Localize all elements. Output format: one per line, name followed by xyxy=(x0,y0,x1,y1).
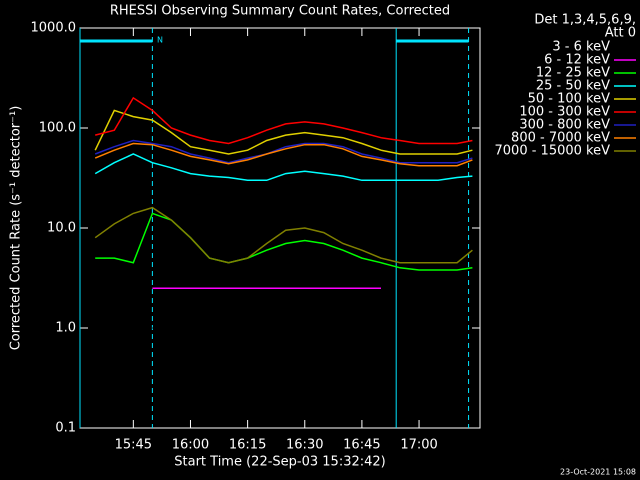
series-line xyxy=(94,153,473,182)
series-line xyxy=(94,139,473,164)
y-tick-label: 0.1 xyxy=(55,421,76,436)
series-line xyxy=(94,206,473,264)
y-tick-label: 1.0 xyxy=(55,321,76,336)
legend-label: 25 - 50 keV xyxy=(536,79,610,94)
series-line xyxy=(95,96,473,145)
x-tick-label: 16:45 xyxy=(343,438,380,453)
x-tick-label: 16:00 xyxy=(172,438,209,453)
legend-label: 12 - 25 keV xyxy=(536,66,610,81)
legend-label: 800 - 7000 keV xyxy=(511,131,610,146)
series-line xyxy=(94,142,473,167)
legend-label: 3 - 6 keV xyxy=(552,40,610,55)
legend-label: 300 - 800 keV xyxy=(519,118,610,133)
x-tick-label: 16:30 xyxy=(286,438,323,453)
legend-header: Det 1,3,4,5,6,9, xyxy=(534,13,636,28)
x-tick-label: 16:15 xyxy=(229,438,266,453)
x-tick-label: 17:00 xyxy=(400,438,437,453)
chart-title: RHESSI Observing Summary Count Rates, Co… xyxy=(110,4,450,19)
footer: 23-Oct-2021 15:08 xyxy=(560,468,636,477)
y-tick-label: 1000.0 xyxy=(31,21,77,36)
legend-header: Att 0 xyxy=(605,26,636,41)
legend-label: 50 - 100 keV xyxy=(528,92,611,107)
y-tick-label: 10.0 xyxy=(47,221,76,236)
y-axis-label: Corrected Count Rate (s⁻¹ detector⁻¹) xyxy=(9,106,24,351)
plot-frame xyxy=(79,27,481,429)
legend-label: 7000 - 15000 keV xyxy=(495,144,611,159)
flag-label: N xyxy=(157,36,163,45)
series-line xyxy=(94,109,473,155)
x-axis-label: Start Time (22-Sep-03 15:32:42) xyxy=(174,455,385,470)
legend-label: 100 - 300 keV xyxy=(519,105,610,120)
series-line xyxy=(95,212,473,271)
legend-label: 6 - 12 keV xyxy=(544,53,610,68)
x-tick-label: 15:45 xyxy=(115,438,152,453)
y-tick-label: 100.0 xyxy=(39,121,76,136)
